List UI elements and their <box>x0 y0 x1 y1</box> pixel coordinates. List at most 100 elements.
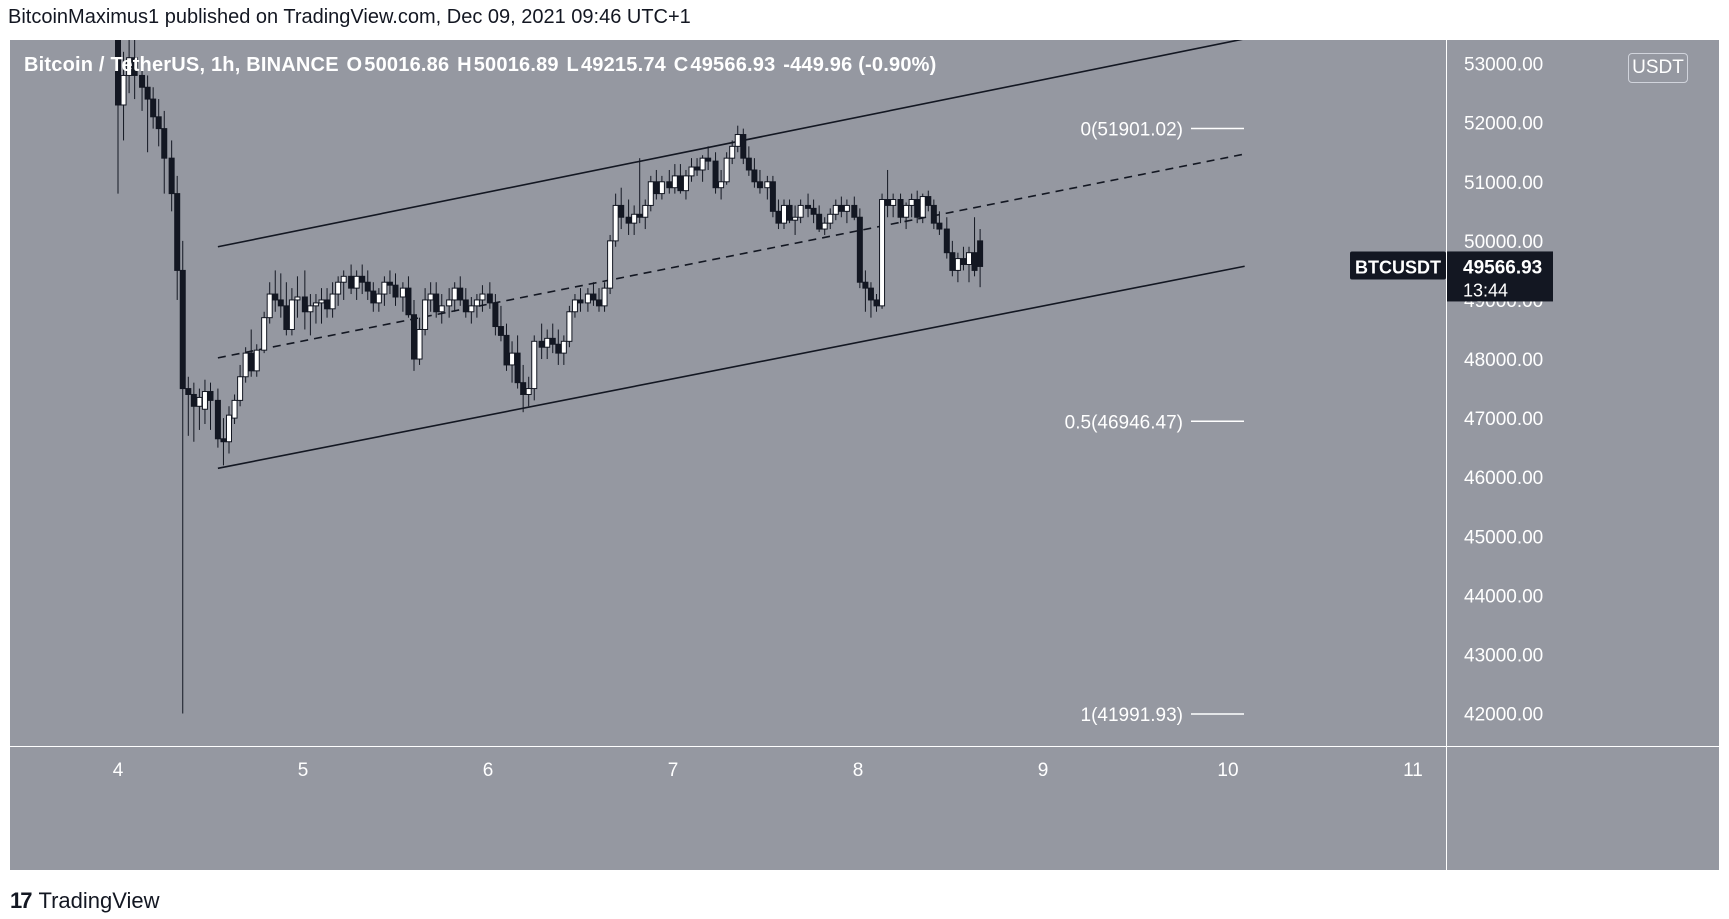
candle-body <box>862 281 869 289</box>
candle-body <box>682 175 689 192</box>
plot-area[interactable] <box>10 40 1446 746</box>
time-tick-label: 4 <box>113 760 124 781</box>
candle-body <box>949 252 956 271</box>
candle-body <box>340 275 347 283</box>
candle-body <box>756 181 763 189</box>
candle-body <box>596 299 602 307</box>
candle-body <box>851 204 858 218</box>
symbol-tag-label: BTCUSDT <box>1355 257 1441 277</box>
candle-body <box>399 287 406 298</box>
candle-body <box>555 343 562 354</box>
candle-body <box>914 199 921 218</box>
candle-body <box>144 86 151 100</box>
candle-body <box>207 391 214 401</box>
candle-body <box>636 213 643 218</box>
chart-panel[interactable]: 42000.00 43000.00 44000.00 45000.00 46000.00… <box>10 40 1719 870</box>
candle-body <box>115 40 121 106</box>
candle-body <box>590 293 597 301</box>
candle-body <box>797 204 804 218</box>
candle-body <box>805 204 812 209</box>
legend-symbol[interactable]: Bitcoin / TetherUS, 1h, BINANCE <box>24 54 339 76</box>
price-tick-label: 46000.00 <box>1464 468 1543 489</box>
candle-body <box>364 281 371 292</box>
candle-body <box>294 296 301 301</box>
legend-open: 50016.86 <box>364 54 450 76</box>
candle-body <box>301 296 308 313</box>
candle-body <box>226 414 232 443</box>
candle-body <box>411 314 417 360</box>
candle-body <box>688 166 695 177</box>
candle-body <box>438 305 445 313</box>
candle-body <box>386 281 393 286</box>
candle-body <box>734 134 741 147</box>
legend-open-label: O <box>346 54 363 76</box>
candle-body <box>769 181 776 212</box>
candle-body <box>139 74 146 88</box>
candle-body <box>531 340 538 390</box>
candle-body <box>126 57 133 76</box>
candle-body <box>903 204 910 218</box>
price-tick-label: 45000.00 <box>1464 527 1543 548</box>
legend-close-label: C <box>673 54 689 76</box>
candle-body <box>723 157 730 183</box>
candle-body <box>816 213 823 230</box>
candle-body <box>884 199 891 206</box>
candle-body <box>457 287 464 301</box>
candle-body <box>601 287 608 307</box>
candle-body <box>908 199 915 206</box>
candle-body <box>220 438 227 443</box>
price-tick-label: 47000.00 <box>1464 409 1543 430</box>
candle-body <box>751 169 758 183</box>
candle-body <box>486 293 493 304</box>
legend-high: 50016.89 <box>473 54 559 76</box>
candle-body <box>174 193 181 271</box>
candle-body <box>335 281 342 295</box>
legend-close: 49566.93 <box>690 54 776 76</box>
channel-middle-line[interactable] <box>217 153 1245 359</box>
candle-body <box>936 222 943 230</box>
time-tick-label: 10 <box>1217 760 1238 781</box>
time-axis[interactable] <box>10 747 1446 870</box>
candle-body <box>503 334 510 366</box>
currency-badge[interactable]: USDT <box>1628 53 1688 83</box>
candle-body <box>196 396 203 407</box>
price-tick-label: 51000.00 <box>1464 173 1543 194</box>
legend-low-label: L <box>566 54 579 76</box>
last-price-tag[interactable] <box>1447 251 1553 302</box>
candle-body <box>283 305 290 330</box>
channel-lower-line[interactable] <box>217 265 1245 470</box>
candle-body <box>155 116 162 130</box>
time-tick-label: 5 <box>298 760 309 781</box>
candle-body <box>253 349 260 372</box>
time-tick-label: 11 <box>1403 760 1423 781</box>
time-tick-label: 9 <box>1038 760 1049 781</box>
candle-body <box>954 258 961 271</box>
candle-body <box>375 293 382 304</box>
price-tick-label: 50000.00 <box>1464 232 1543 253</box>
candle-body <box>307 305 314 313</box>
candle-body <box>571 299 578 313</box>
price-axis[interactable] <box>1447 40 1719 746</box>
candle-body <box>642 204 649 218</box>
channel-upper-line[interactable] <box>217 40 1245 248</box>
legend-high-label: H <box>457 54 472 76</box>
footer-brand[interactable]: 17 TradingView <box>10 888 160 914</box>
candle-body <box>625 216 632 224</box>
candle-body <box>120 74 127 106</box>
candle-body <box>699 157 706 171</box>
price-tick-label: 43000.00 <box>1464 645 1543 666</box>
fib-level-label: 1(41991.93) <box>1081 705 1183 726</box>
candle-body <box>960 258 967 266</box>
candle-body <box>919 196 926 218</box>
candle-body <box>718 181 725 189</box>
candle-body <box>647 181 654 206</box>
chart-canvas[interactable]: 42000.00 43000.00 44000.00 45000.00 46000.00… <box>10 40 1719 870</box>
candle-body <box>666 181 673 189</box>
candle-body <box>966 252 972 266</box>
candle-body <box>248 352 255 372</box>
legend-change: -449.96 (-0.90%) <box>783 54 937 76</box>
candle-body <box>566 311 573 342</box>
candle-body <box>312 302 319 307</box>
candle-body <box>618 204 625 218</box>
symbol-tag[interactable] <box>1350 251 1446 280</box>
